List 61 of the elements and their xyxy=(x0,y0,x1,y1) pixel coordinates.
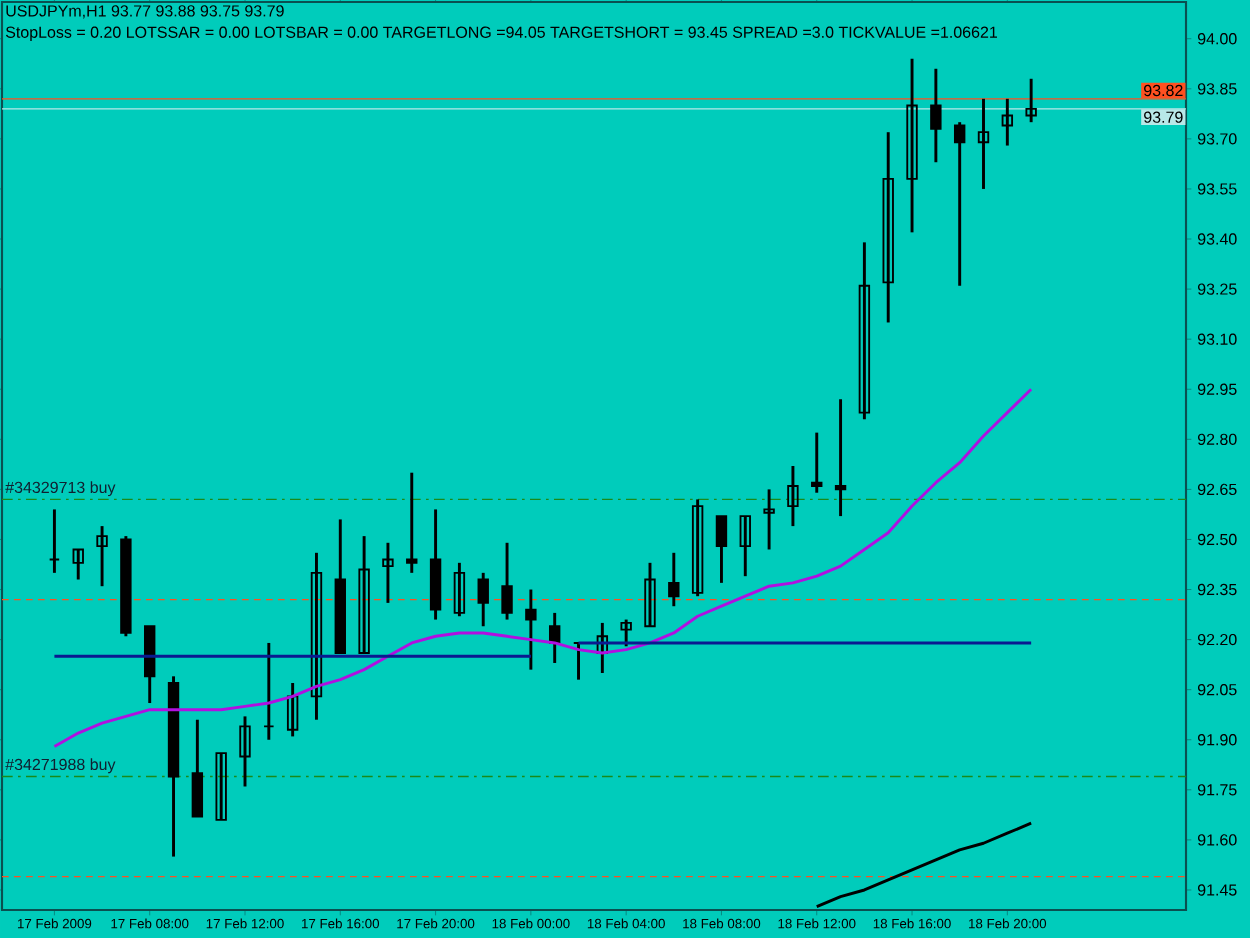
y-tick-label: 91.90 xyxy=(1197,734,1237,746)
candlestick xyxy=(953,120,966,288)
candlestick xyxy=(477,571,489,628)
candlestick xyxy=(239,714,251,788)
y-tick-label: 92.80 xyxy=(1197,433,1237,445)
candlestick xyxy=(1025,77,1037,124)
candlestick xyxy=(811,431,823,495)
candlestick xyxy=(906,57,918,234)
candlestick xyxy=(310,551,323,722)
y-tick-label: 93.70 xyxy=(1197,133,1237,145)
candlestick xyxy=(191,718,204,818)
y-tick-label: 92.65 xyxy=(1197,483,1237,496)
candlestick xyxy=(453,561,466,618)
y-tick-label: 93.85 xyxy=(1197,83,1237,95)
candlestick xyxy=(263,641,275,742)
ref-line-label: #34329713 buy xyxy=(5,481,116,497)
candlestick xyxy=(691,497,704,598)
y-tick-label: 94.00 xyxy=(1197,33,1237,45)
candlestick xyxy=(882,130,894,324)
candlestick xyxy=(406,471,418,575)
y-tick-label: 92.20 xyxy=(1197,633,1237,646)
candlestick xyxy=(668,551,680,608)
candlestick xyxy=(525,588,537,672)
candlestick xyxy=(382,541,394,605)
candlestick xyxy=(72,548,84,581)
ref-line-label: 93.82 xyxy=(1144,84,1183,97)
candlestick xyxy=(48,507,61,575)
candlestick xyxy=(930,67,942,164)
candlestick xyxy=(286,681,299,738)
y-tick-label: 91.60 xyxy=(1197,834,1237,846)
candlestick xyxy=(715,514,728,585)
ref-line-label: 93.79 xyxy=(1144,111,1183,123)
ref-line-label: #34271988 buy xyxy=(5,758,116,774)
line-series xyxy=(815,821,1033,909)
candlestick xyxy=(644,561,656,628)
candlestick xyxy=(96,524,108,588)
candlestick xyxy=(501,541,513,622)
candlestick xyxy=(358,534,370,655)
candlestick xyxy=(858,240,871,421)
y-tick-label: 91.45 xyxy=(1197,884,1237,896)
chart-title: USDJPYm,H1 93.77 93.88 93.75 93.79 xyxy=(6,5,284,19)
y-tick-label: 93.25 xyxy=(1197,283,1237,295)
y-tick-label: 92.05 xyxy=(1197,684,1237,696)
candlestick xyxy=(787,464,799,528)
candlestick xyxy=(572,641,585,682)
y-tick-label: 93.55 xyxy=(1197,183,1237,195)
y-tick-label: 92.95 xyxy=(1197,383,1237,395)
candlestick xyxy=(763,487,775,551)
candlestick xyxy=(1001,97,1014,148)
candlestick xyxy=(739,514,751,578)
y-tick-label: 92.50 xyxy=(1197,533,1237,546)
y-tick-label: 92.35 xyxy=(1197,583,1237,596)
y-tick-label: 93.10 xyxy=(1197,333,1237,345)
text: StopLoss = 0.20 LOTSSAR = 0.00 LOTSBAR = 0.00 TARGETLONG =94.05 TARGETSHORT = 93.45 SPREAD =3.0 TICKVALUE =1.06621 xyxy=(5,26,997,42)
candlestick xyxy=(215,751,227,822)
y-tick-label: 91.75 xyxy=(1197,784,1237,796)
candlestick xyxy=(977,97,990,191)
candlestick xyxy=(596,621,609,675)
y-tick-label: 93.40 xyxy=(1197,233,1237,245)
candlestick xyxy=(620,618,632,648)
candlestick xyxy=(834,397,847,518)
